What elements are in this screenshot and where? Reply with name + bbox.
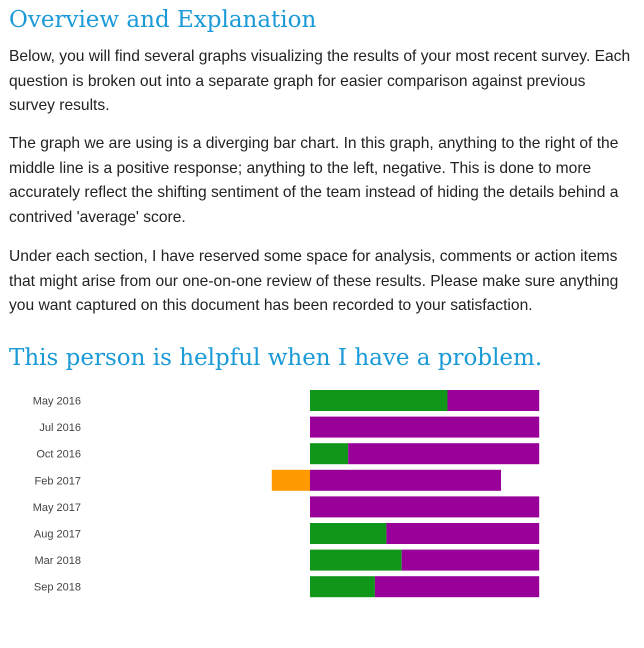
category-label: Mar 2018 [35, 555, 81, 567]
bar-segment-positive-2 [386, 523, 540, 544]
bar-segment-positive-1 [310, 390, 448, 411]
category-label: Sep 2018 [34, 582, 81, 594]
bar-segment-positive-1 [310, 576, 375, 598]
bar-segment-positive-2 [310, 469, 501, 491]
bar-segment-positive-2 [401, 549, 540, 571]
chart-svg: May 2016 Jul 2016 Oct 2016 Feb 2017 May 2017… [33, 390, 540, 598]
bar-segment-positive-2 [348, 443, 540, 465]
category-label: Oct 2016 [36, 449, 81, 461]
category-label: Aug 2017 [34, 529, 81, 541]
category-label: May 2017 [33, 502, 81, 514]
category-label: May 2016 [33, 396, 81, 408]
bar-segment-positive-2 [447, 390, 540, 411]
bar-segment-positive-1 [310, 549, 402, 571]
bar-segment-positive-1 [310, 523, 387, 544]
bar-segment-positive-2 [310, 416, 540, 438]
diverging-bar-chart: May 2016 Jul 2016 Oct 2016 Feb 2017 May 2017… [9, 387, 635, 607]
bar-segment-positive-2 [374, 576, 540, 598]
bar-segment-negative-0 [271, 469, 310, 491]
question-heading: This person is helpful when I have a pro… [9, 345, 543, 371]
overview-heading: Overview and Explanation [9, 7, 317, 33]
bar-segment-positive-1 [310, 443, 349, 465]
intro-paragraph: Below, you will find several graphs visu… [9, 48, 631, 114]
chart-explanation-paragraph: The graph we are using is a diverging ba… [9, 135, 619, 226]
bar-segment-positive-2 [310, 496, 540, 518]
category-label: Feb 2017 [35, 475, 81, 487]
category-label: Jul 2016 [39, 422, 81, 434]
analysis-note-paragraph: Under each section, I have reserved some… [9, 248, 619, 314]
